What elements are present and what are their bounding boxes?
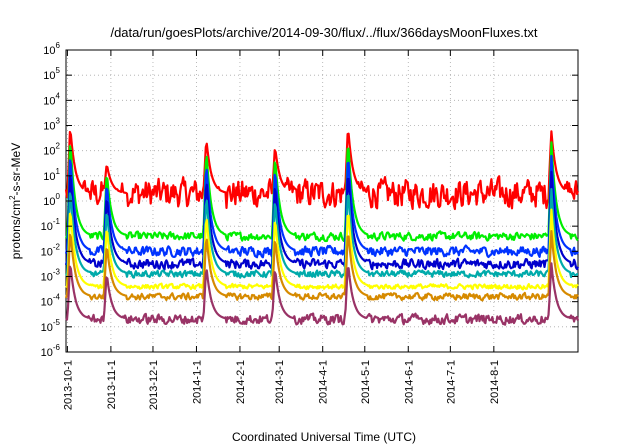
series-line <box>65 208 579 291</box>
y-axis-label: protons/cm2-s-sr-MeV <box>8 143 23 259</box>
x-tick-label: 2014-2-1 <box>235 360 247 404</box>
x-tick-label: 2013-11-1 <box>106 360 118 409</box>
x-tick-label: 2014-6-1 <box>403 360 415 404</box>
x-tick-label: 2014-5-1 <box>360 360 372 404</box>
series-line <box>64 154 579 259</box>
y-tick-label: 104 <box>43 91 60 107</box>
y-tick-label: 10-4 <box>41 293 61 309</box>
y-tick-label: 106 <box>43 41 60 57</box>
series-line <box>64 170 580 271</box>
series-line <box>64 130 580 211</box>
y-tick-label: 102 <box>43 142 60 158</box>
x-tick-label: 2013-10-1 <box>62 360 74 410</box>
x-axis-label: Coordinated Universal Time (UTC) <box>232 430 416 444</box>
grid <box>66 50 578 352</box>
x-tick-label: 2014-1-1 <box>191 360 203 404</box>
y-tick-label: 10-6 <box>41 343 61 359</box>
y-tick-label: 103 <box>43 117 60 133</box>
y-tick-label: 100 <box>43 192 60 208</box>
y-tick-label: 10-5 <box>41 318 61 334</box>
y-tick-label: 105 <box>43 66 60 82</box>
series-line <box>64 230 579 302</box>
series-line <box>65 262 580 326</box>
y-tick-label: 10-3 <box>41 268 61 284</box>
x-tick-label: 2014-7-1 <box>445 360 457 404</box>
x-tick-label: 2013-12-1 <box>148 360 160 410</box>
x-tick-label: 2014-4-1 <box>318 360 330 404</box>
plot-area <box>64 130 580 326</box>
x-axis: 2013-10-1 2013-11-1 2013-12-1 2014-1-1 2014-… <box>62 50 501 410</box>
series-line <box>64 141 579 243</box>
y-axis: 10-6 10-5 10-4 10-3 10-2 10-1 100 101 102 103 104 1… <box>41 41 578 359</box>
y-tick-label: 10-2 <box>41 242 61 258</box>
y-tick-label: 10-1 <box>41 217 61 233</box>
x-tick-label: 2014-8-1 <box>489 360 501 404</box>
chart-title: /data/run/goesPlots/archive/2014-09-30/f… <box>110 25 537 40</box>
x-tick-label: 2014-3-1 <box>274 360 286 404</box>
series-line <box>64 188 579 279</box>
y-tick-label: 101 <box>43 167 60 183</box>
